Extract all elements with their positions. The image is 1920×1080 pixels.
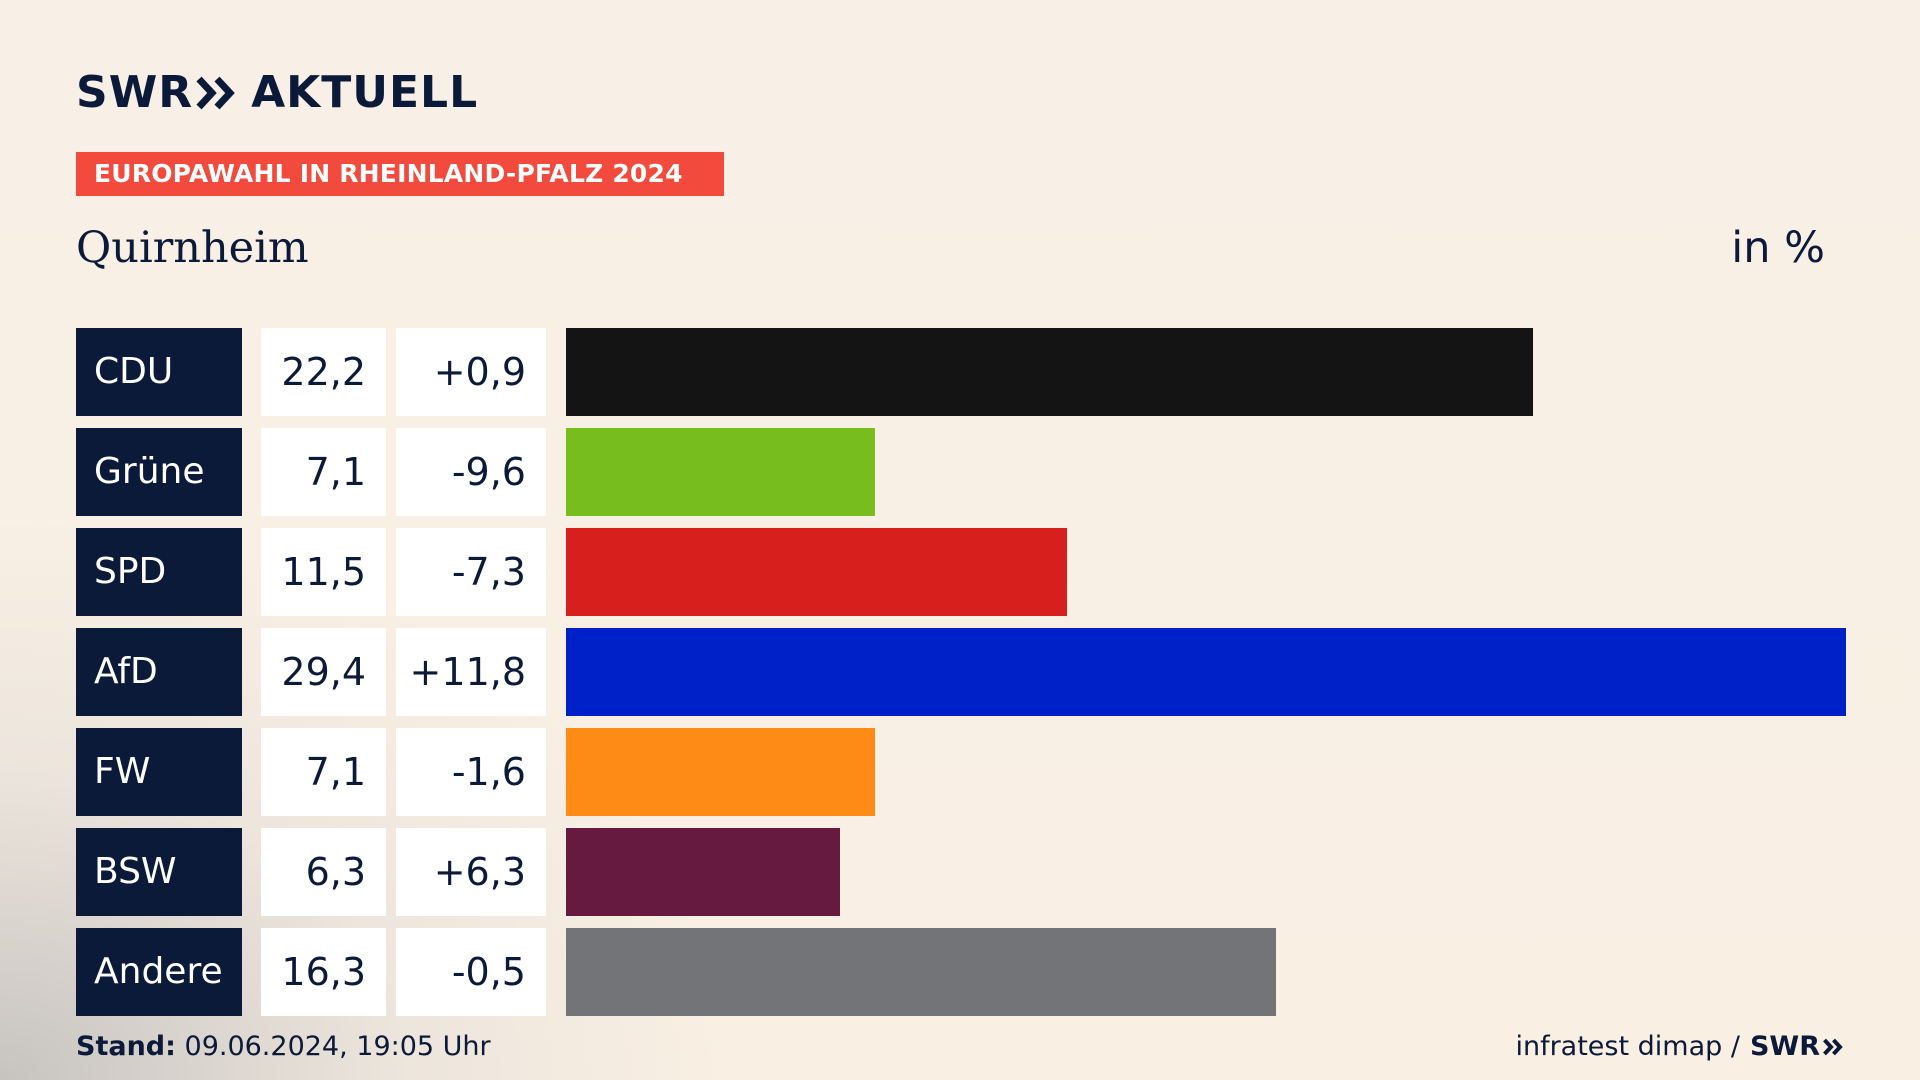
vote-share-value: 6,3 <box>261 828 386 916</box>
change-value: -7,3 <box>396 528 546 616</box>
double-chevron-icon <box>196 76 235 110</box>
party-label: FW <box>76 728 242 816</box>
bar <box>566 528 1067 616</box>
unit-label: in % <box>1731 223 1825 273</box>
change-value: +0,9 <box>396 328 546 416</box>
bar <box>566 328 1533 416</box>
change-value: +11,8 <box>396 628 546 716</box>
vote-share-value: 22,2 <box>261 328 386 416</box>
timestamp: Stand: 09.06.2024, 19:05 Uhr <box>76 1030 491 1064</box>
change-value: +6,3 <box>396 828 546 916</box>
party-label: SPD <box>76 528 242 616</box>
result-row: Andere 16,3 -0,5 <box>76 928 1846 1016</box>
change-value: -9,6 <box>396 428 546 516</box>
source-brand-text: SWR <box>1749 1031 1820 1062</box>
result-row: CDU 22,2 +0,9 <box>76 328 1846 416</box>
timestamp-label: Stand: <box>76 1031 176 1062</box>
vote-share-value: 11,5 <box>261 528 386 616</box>
vote-share-value: 7,1 <box>261 728 386 816</box>
bar <box>566 928 1276 1016</box>
result-row: Grüne 7,1 -9,6 <box>76 428 1846 516</box>
change-value: -0,5 <box>396 928 546 1016</box>
party-label: CDU <box>76 328 242 416</box>
source-brand: SWR <box>1750 1030 1844 1064</box>
party-label: Andere <box>76 928 242 1016</box>
result-row: AfD 29,4 +11,8 <box>76 628 1846 716</box>
source-credit: infratest dimap / SWR <box>1515 1030 1844 1064</box>
bar <box>566 428 875 516</box>
source-text: infratest dimap / <box>1515 1031 1740 1062</box>
party-label: AfD <box>76 628 242 716</box>
bar <box>566 728 875 816</box>
party-label: Grüne <box>76 428 242 516</box>
logo-swr-text: SWR <box>76 67 194 118</box>
logo-aktuell-text: AKTUELL <box>251 67 479 118</box>
page-title: Quirnheim <box>76 223 309 273</box>
party-label: BSW <box>76 828 242 916</box>
bar <box>566 628 1846 716</box>
timestamp-value: 09.06.2024, 19:05 Uhr <box>184 1031 491 1062</box>
vote-share-value: 16,3 <box>261 928 386 1016</box>
swr-aktuell-logo: SWR AKTUELL <box>76 70 478 116</box>
result-row: SPD 11,5 -7,3 <box>76 528 1846 616</box>
double-chevron-icon <box>1823 1038 1843 1056</box>
bar <box>566 828 840 916</box>
result-row: BSW 6,3 +6,3 <box>76 828 1846 916</box>
election-banner: EUROPAWAHL IN RHEINLAND-PFALZ 2024 <box>76 152 724 196</box>
vote-share-value: 7,1 <box>261 428 386 516</box>
change-value: -1,6 <box>396 728 546 816</box>
result-row: FW 7,1 -1,6 <box>76 728 1846 816</box>
vote-share-value: 29,4 <box>261 628 386 716</box>
